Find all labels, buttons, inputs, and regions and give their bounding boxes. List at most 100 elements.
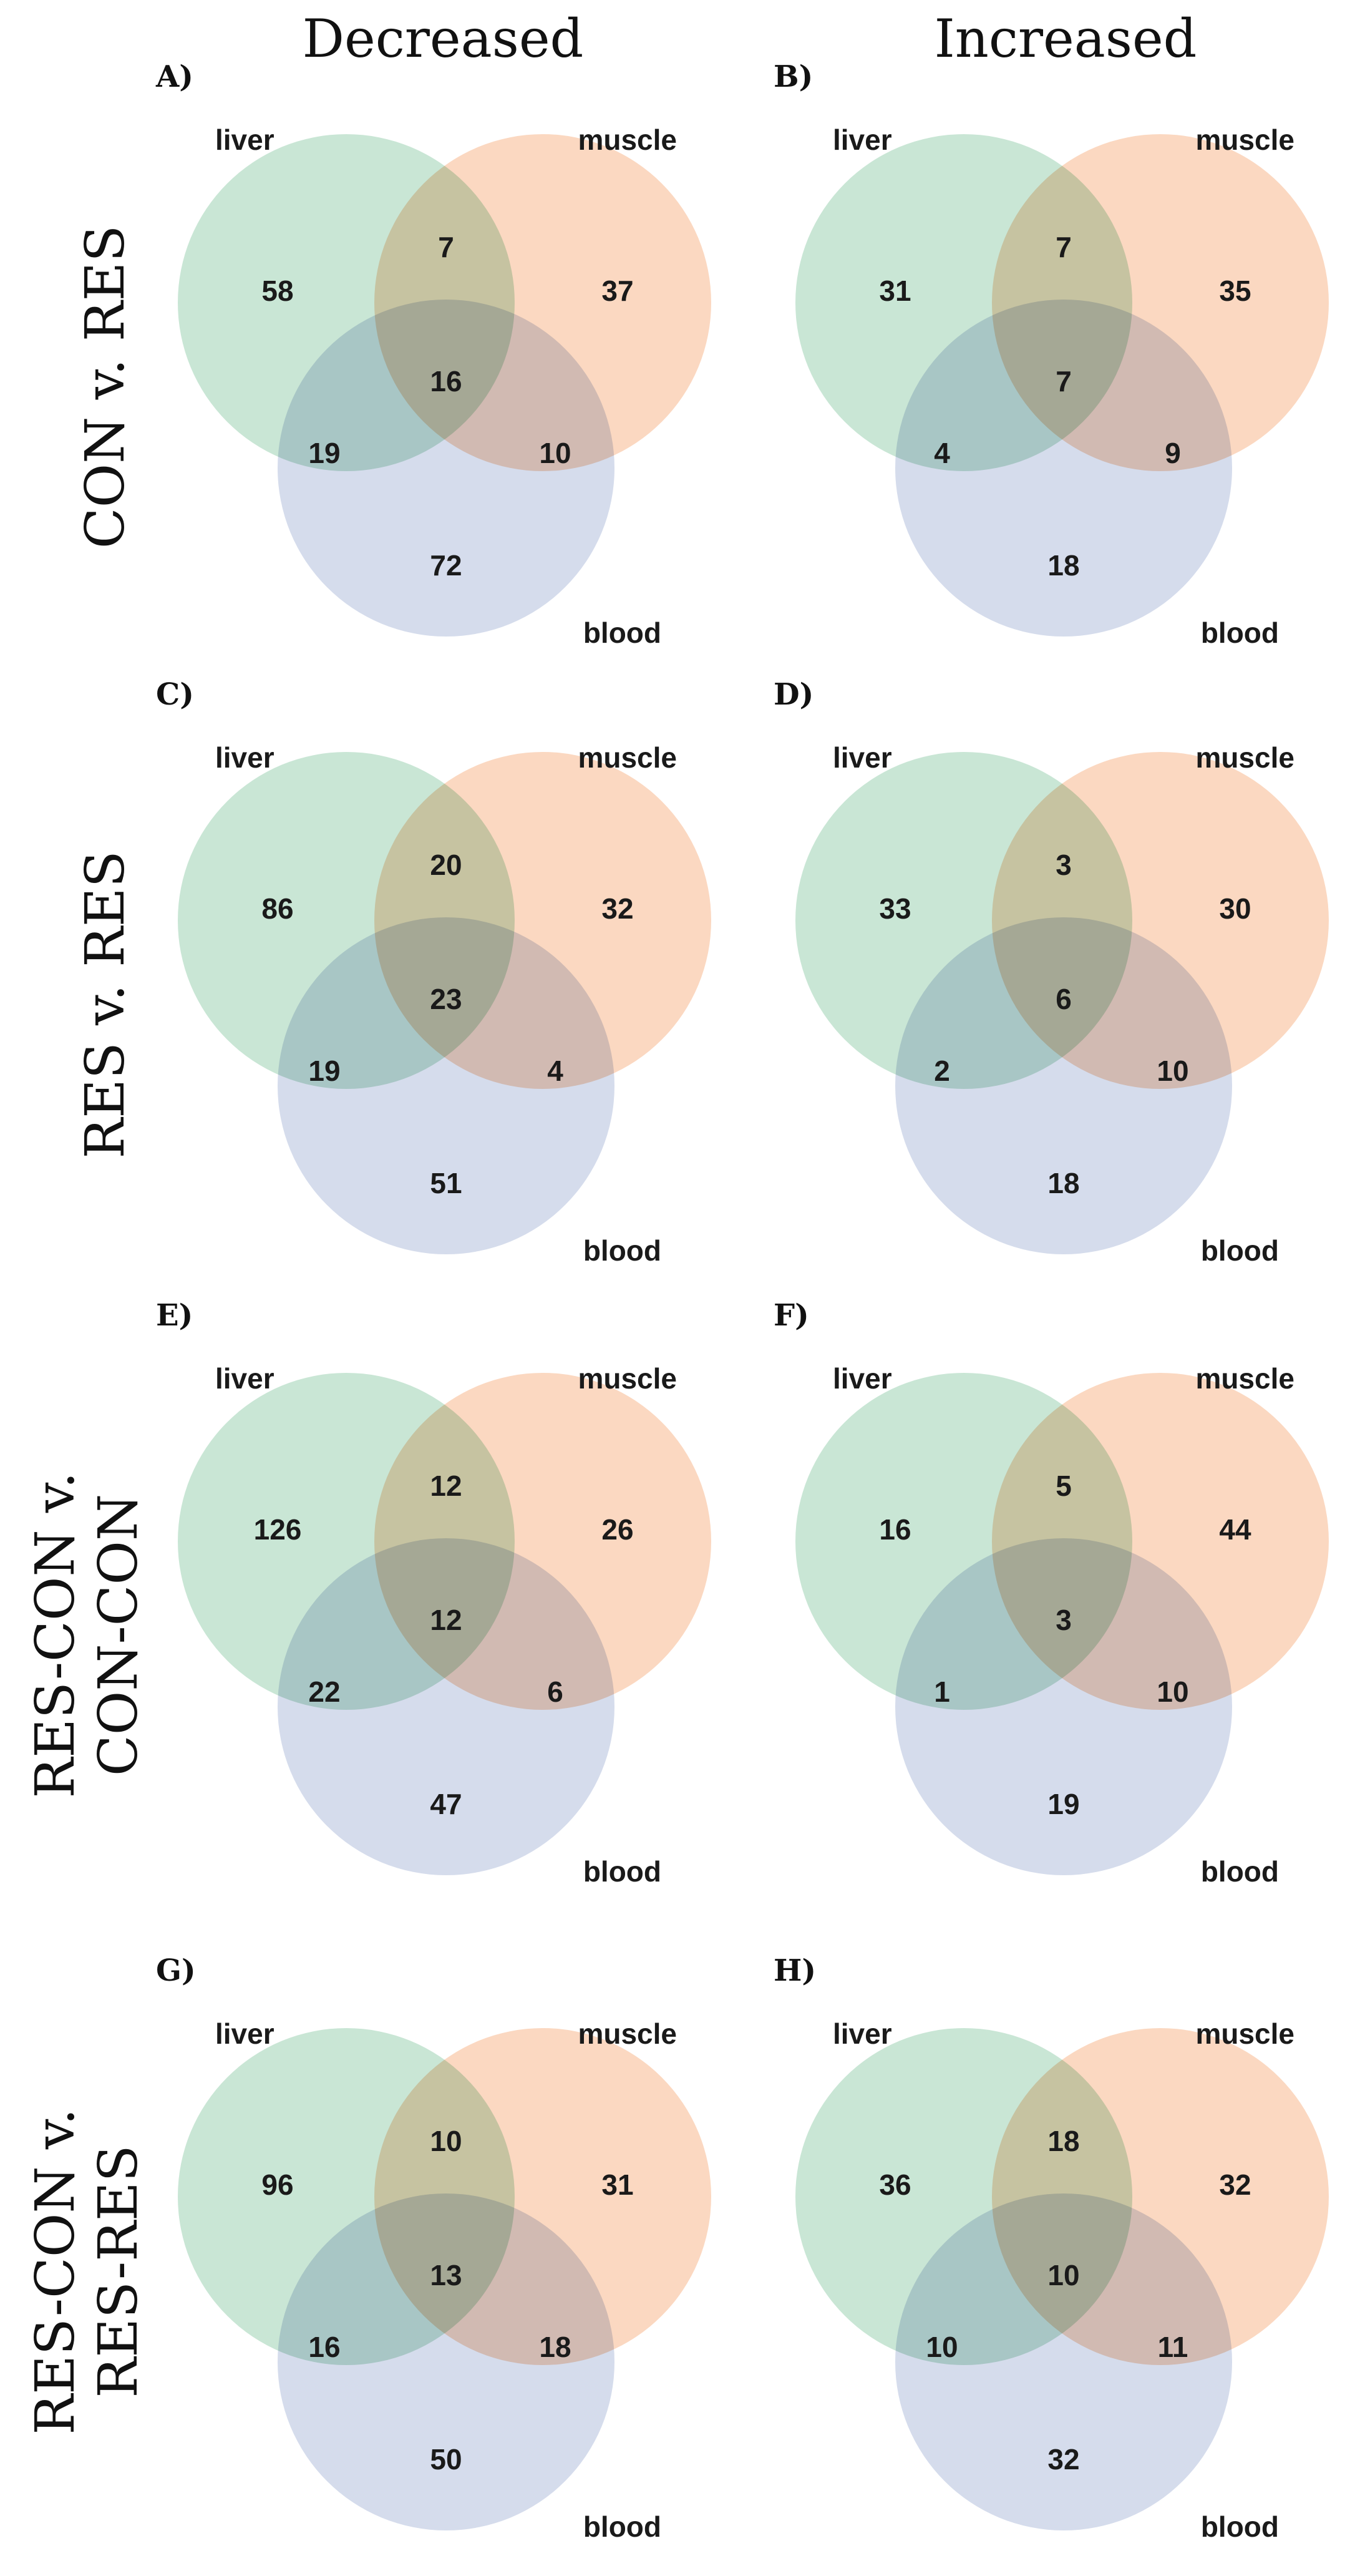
- region-count-liver-blood: 19: [308, 437, 340, 469]
- region-count-liver-blood: 2: [934, 1055, 950, 1087]
- region-count-blood-only: 18: [1047, 1167, 1079, 1199]
- panel-letter: H): [774, 1953, 817, 1988]
- blood-label: blood: [1201, 2510, 1279, 2543]
- region-count-blood-only: 19: [1047, 1788, 1079, 1820]
- liver-label: liver: [215, 2017, 274, 2050]
- region-count-all: 13: [430, 2259, 462, 2291]
- region-count-all: 3: [1056, 1604, 1072, 1636]
- region-count-liver-blood: 19: [308, 1055, 340, 1087]
- venn-diagram: liver muscle blood 33 30 18 3 2 10 6: [795, 741, 1329, 1267]
- region-count-liver-only: 126: [254, 1513, 302, 1546]
- region-count-liver-only: 96: [261, 2169, 293, 2201]
- row-title-line: CON-CON: [87, 1493, 150, 1777]
- row-title-line: RES v. RES: [74, 851, 137, 1159]
- region-count-liver-only: 33: [879, 892, 911, 925]
- muscle-label: muscle: [578, 124, 677, 156]
- blood-label: blood: [583, 1855, 661, 1888]
- region-count-blood-only: 47: [430, 1788, 462, 1820]
- region-count-liver-blood: 4: [934, 437, 950, 469]
- region-count-muscle-blood: 10: [539, 437, 571, 469]
- blood-circle: [895, 917, 1232, 1254]
- region-count-muscle-blood: 10: [1157, 1055, 1188, 1087]
- region-count-liver-muscle: 3: [1056, 849, 1072, 881]
- liver-label: liver: [833, 2017, 892, 2050]
- region-count-liver-muscle: 18: [1047, 2125, 1079, 2157]
- region-count-blood-only: 50: [430, 2443, 462, 2476]
- venn-diagram: liver muscle blood 31 35 18 7 4 9 7: [795, 124, 1329, 649]
- blood-label: blood: [583, 617, 661, 649]
- region-count-blood-only: 18: [1047, 549, 1079, 582]
- region-count-liver-blood: 10: [926, 2331, 958, 2363]
- liver-label: liver: [215, 124, 274, 156]
- blood-circle: [278, 917, 614, 1254]
- muscle-label: muscle: [1195, 1362, 1294, 1395]
- row-title-line: CON v. RES: [74, 225, 137, 549]
- blood-label: blood: [583, 2510, 661, 2543]
- region-count-liver-muscle: 12: [430, 1470, 462, 1502]
- venn-panel-f: F) liver muscle blood 16 44 19 5 1 10 3: [774, 1298, 1350, 1897]
- venn-panel-d: D) liver muscle blood 33 30 18 3 2 10 6: [774, 677, 1350, 1276]
- region-count-liver-only: 16: [879, 1513, 911, 1546]
- region-count-liver-blood: 1: [934, 1676, 950, 1708]
- venn-panel-e: E) liver muscle blood 126 26 47 12 22 6 12: [156, 1298, 742, 1897]
- panel-letter: F): [774, 1298, 809, 1333]
- blood-circle: [895, 1538, 1232, 1875]
- blood-circle: [895, 300, 1232, 637]
- region-count-muscle-blood: 18: [539, 2331, 571, 2363]
- region-count-all: 7: [1056, 365, 1072, 398]
- panel-letter: A): [156, 59, 193, 94]
- region-count-muscle-blood: 10: [1157, 1676, 1188, 1708]
- venn-diagram: liver muscle blood 86 32 51 20 19 4 23: [178, 741, 711, 1267]
- region-count-all: 6: [1056, 983, 1072, 1015]
- region-count-muscle-only: 35: [1219, 275, 1251, 307]
- region-count-all: 12: [430, 1604, 462, 1636]
- blood-label: blood: [1201, 1855, 1279, 1888]
- blood-circle: [278, 2193, 614, 2530]
- row-title-rescon-v-concon: RES-CON v. CON-CON: [19, 1354, 156, 1916]
- panel-letter: B): [774, 59, 813, 94]
- region-count-liver-muscle: 20: [430, 849, 462, 881]
- region-count-liver-muscle: 7: [438, 231, 454, 263]
- region-count-muscle-only: 32: [601, 892, 633, 925]
- venn-panel-a: A) liver muscle blood 58 37 72 7 19 10 16: [156, 59, 742, 658]
- liver-label: liver: [833, 1362, 892, 1395]
- region-count-blood-only: 51: [430, 1167, 462, 1199]
- region-count-liver-muscle: 5: [1056, 1470, 1072, 1502]
- region-count-muscle-blood: 4: [547, 1055, 563, 1087]
- muscle-label: muscle: [578, 2017, 677, 2050]
- region-count-liver-blood: 16: [308, 2331, 340, 2363]
- region-count-liver-muscle: 10: [430, 2125, 462, 2157]
- row-title-line: RES-CON v.: [24, 1471, 87, 1798]
- region-count-liver-only: 36: [879, 2169, 911, 2201]
- venn-diagram: liver muscle blood 36 32 32 18 10 11 10: [795, 2017, 1329, 2543]
- region-count-muscle-blood: 6: [547, 1676, 563, 1708]
- region-count-muscle-blood: 9: [1165, 437, 1181, 469]
- venn-diagram: liver muscle blood 96 31 50 10 16 18 13: [178, 2017, 711, 2543]
- panel-letter: D): [774, 677, 814, 712]
- region-count-muscle-only: 32: [1219, 2169, 1251, 2201]
- column-title-decreased: Decreased: [302, 8, 584, 69]
- row-title-rescon-v-resres: RES-CON v. RES-RES: [19, 1991, 156, 2552]
- region-count-liver-only: 86: [261, 892, 293, 925]
- panel-letter: C): [156, 677, 194, 712]
- venn-diagram: liver muscle blood 16 44 19 5 1 10 3: [795, 1362, 1329, 1888]
- blood-circle: [278, 300, 614, 637]
- row-title-line: RES-RES: [87, 2145, 150, 2398]
- region-count-liver-only: 58: [261, 275, 293, 307]
- muscle-label: muscle: [578, 1362, 677, 1395]
- venn-panel-g: G) liver muscle blood 96 31 50 10 16 18 13: [156, 1953, 742, 2552]
- liver-label: liver: [215, 741, 274, 774]
- region-count-muscle-only: 26: [601, 1513, 633, 1546]
- venn-diagram: liver muscle blood 58 37 72 7 19 10 16: [178, 124, 711, 649]
- region-count-blood-only: 72: [430, 549, 462, 582]
- region-count-muscle-only: 31: [601, 2169, 633, 2201]
- panel-letter: E): [156, 1298, 193, 1333]
- blood-label: blood: [1201, 1234, 1279, 1267]
- region-count-all: 10: [1047, 2259, 1079, 2291]
- row-title-line: RES-CON v.: [24, 2108, 87, 2435]
- blood-label: blood: [1201, 617, 1279, 649]
- region-count-all: 16: [430, 365, 462, 398]
- region-count-muscle-blood: 11: [1158, 2331, 1188, 2363]
- venn-panel-h: H) liver muscle blood 36 32 32 18 10 11 10: [774, 1953, 1350, 2552]
- row-title-con-v-res: CON v. RES: [37, 106, 175, 668]
